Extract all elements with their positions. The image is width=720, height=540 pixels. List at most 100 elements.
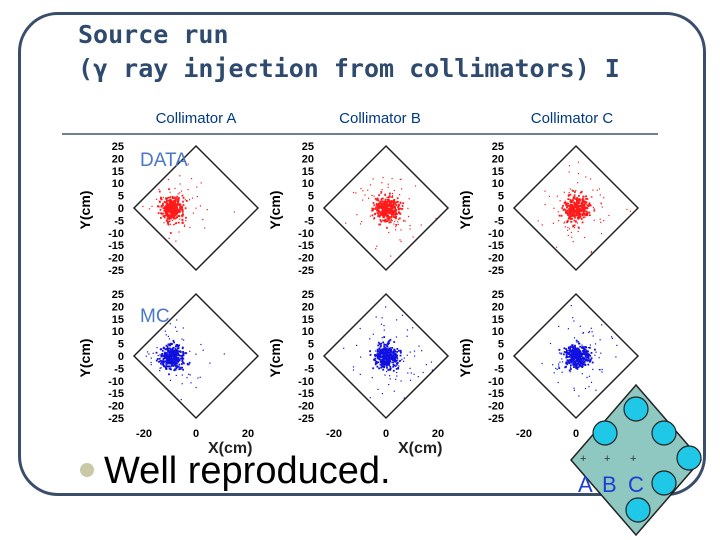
y-tick-label: 10 [302,178,314,190]
y-tick-label: -10 [298,376,314,388]
y-tick-label: -25 [488,413,504,425]
y-tick-label: 10 [492,178,504,190]
y-tick-label: 20 [492,153,504,165]
y-tick-label: 15 [492,314,504,326]
y-tick-label: -15 [488,388,504,400]
collimator-hole-icon [651,470,677,496]
legend-letter-b: B [602,472,617,497]
hit-points [345,177,437,257]
plus-marker-b: + [604,453,610,465]
y-tick-label: -5 [114,363,124,375]
plus-marker-a: + [580,453,586,465]
y-tick-label: -15 [298,388,314,400]
legend-letter-c: C [628,472,644,497]
y-tick-label: 25 [492,289,504,301]
header-rule [62,133,658,135]
y-tick-label: 15 [112,166,124,178]
collimator-hole-icon [625,497,651,523]
scatter-panel: Y(cm) 25 20 15 10 5 0 -5 -10 -15 -20 -25 [456,140,646,275]
y-tick-label: -15 [488,240,504,252]
hit-points [145,319,225,401]
column-label-b: Collimator B [339,110,421,127]
y-tick-label: 25 [112,289,124,301]
y-tick-label: -5 [304,363,314,375]
y-tick-label: -20 [298,253,314,265]
x-tick-label: -20 [136,428,152,440]
collimator-outline [512,144,640,272]
y-tick-label: 0 [118,203,124,215]
y-tick-label: 5 [308,191,314,203]
legend-letter-a: A [578,472,593,497]
x-tick-label: 0 [193,428,199,440]
collimator-hole-icon [676,445,702,471]
y-axis-title: Y(cm) [267,191,283,230]
y-tick-label: -15 [108,388,124,400]
y-tick-label: 25 [302,141,314,153]
y-tick-label: 5 [118,339,124,351]
y-tick-label: -10 [108,228,124,240]
slide-frame [18,12,706,496]
collimator-outline [512,292,640,420]
y-tick-label: 0 [498,203,504,215]
y-tick-label: -25 [108,413,124,425]
y-tick-label: -20 [488,253,504,265]
y-tick-label: 10 [302,326,314,338]
y-tick-label: 25 [112,141,124,153]
collimator-hole-icon [592,420,618,446]
y-tick-label: -10 [488,228,504,240]
y-tick-label: 15 [302,166,314,178]
y-tick-label: 5 [498,191,504,203]
y-tick-label: 15 [112,314,124,326]
y-tick-label: -20 [298,401,314,413]
y-axis-title: Y(cm) [457,191,473,230]
collimator-hole-icon [623,396,649,422]
row-label-data: DATA [140,150,188,171]
y-tick-label: 20 [302,301,314,313]
bullet-dot [80,463,94,477]
y-tick-label: 20 [112,301,124,313]
hit-points [537,161,631,254]
y-tick-label: -10 [488,376,504,388]
scatter-panel: Y(cm) 25 20 15 10 5 0 -5 -10 -15 -20 -25 [76,140,266,275]
y-tick-label: -10 [298,228,314,240]
y-tick-label: 20 [112,153,124,165]
y-tick-label: -5 [494,363,504,375]
y-tick-label: -20 [108,253,124,265]
y-tick-label: -5 [304,215,314,227]
y-tick-label: 0 [308,351,314,363]
y-tick-label: 5 [118,191,124,203]
y-tick-label: 25 [492,141,504,153]
title-line-1: Source run [78,20,229,49]
y-tick-label: -5 [494,215,504,227]
y-tick-label: -25 [488,265,504,275]
collimator-outline [322,292,450,420]
y-tick-label: 10 [112,326,124,338]
x-axis-title-b: X(cm) [398,440,443,457]
y-tick-label: 10 [112,178,124,190]
y-tick-label: -20 [488,401,504,413]
column-label-c: Collimator C [530,110,614,127]
bullet-text: Well reproduced. [104,450,391,492]
collimator-hole-icon [651,420,677,446]
y-tick-label: 0 [498,351,504,363]
y-tick-label: 0 [308,203,314,215]
y-tick-label: -25 [298,265,314,275]
y-axis-title: Y(cm) [77,191,93,230]
y-tick-label: 5 [308,339,314,351]
collimator-outline [132,292,260,420]
y-tick-label: -5 [114,215,124,227]
x-tick-label: -20 [326,428,342,440]
y-tick-label: 0 [118,351,124,363]
y-tick-label: -15 [298,240,314,252]
x-tick-label: -20 [516,428,532,440]
y-tick-label: -15 [108,240,124,252]
row-label-mc: MC [140,306,170,327]
y-tick-label: 20 [302,153,314,165]
y-tick-label: 15 [302,314,314,326]
x-axis-title-a: X(cm) [208,440,253,457]
y-tick-label: -25 [298,413,314,425]
y-tick-label: -10 [108,376,124,388]
